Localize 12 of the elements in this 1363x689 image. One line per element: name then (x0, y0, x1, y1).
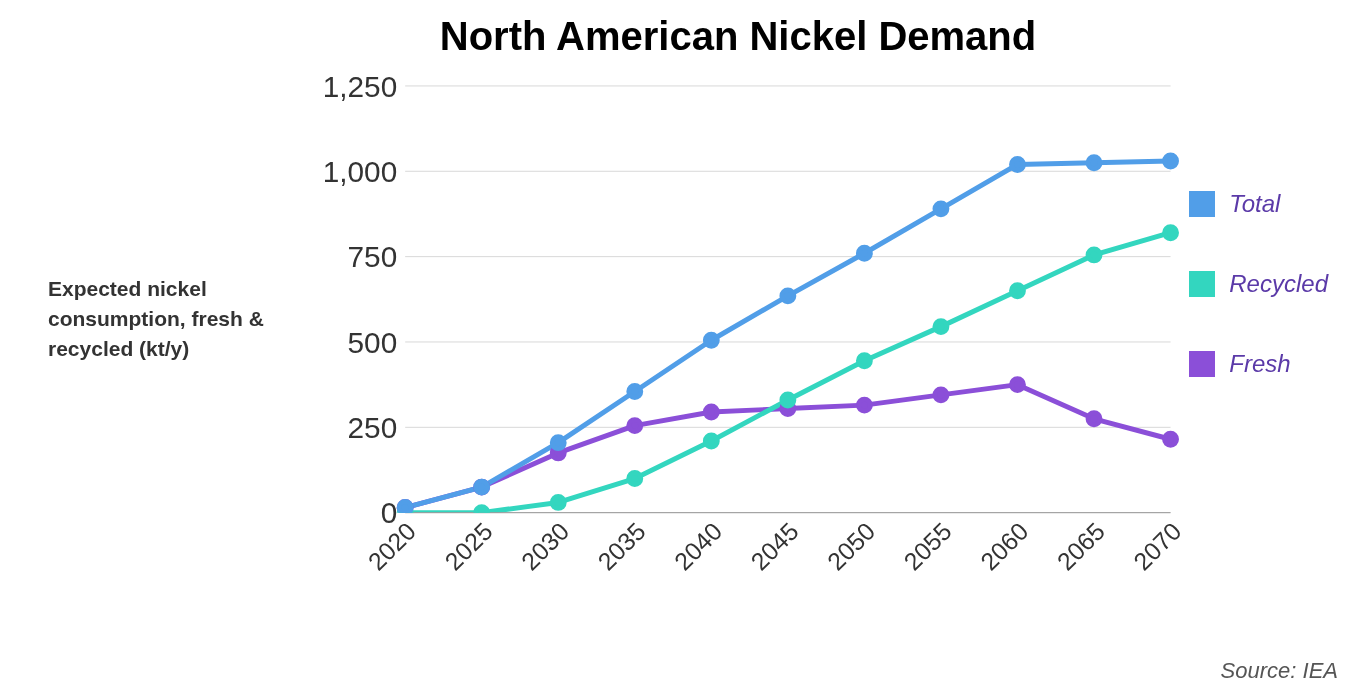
y-tick-label: 0 (380, 496, 398, 530)
legend-label: Total (1229, 190, 1281, 218)
y-tick-label: 1,250 (322, 69, 398, 103)
y-tick-label: 500 (347, 325, 398, 359)
legend-label: Recycled (1229, 270, 1328, 298)
y-tick-label: 250 (347, 410, 398, 444)
source-note: Source: IEA (1220, 658, 1338, 684)
y-axis-title: Expected nickel consumption, fresh & recycled (kt/y) (47, 276, 265, 362)
chart-title: North American Nickel Demand (438, 14, 1038, 59)
y-tick-label: 750 (347, 240, 398, 274)
legend-label: Fresh (1229, 350, 1291, 378)
y-tick-label: 1,000 (322, 154, 398, 188)
